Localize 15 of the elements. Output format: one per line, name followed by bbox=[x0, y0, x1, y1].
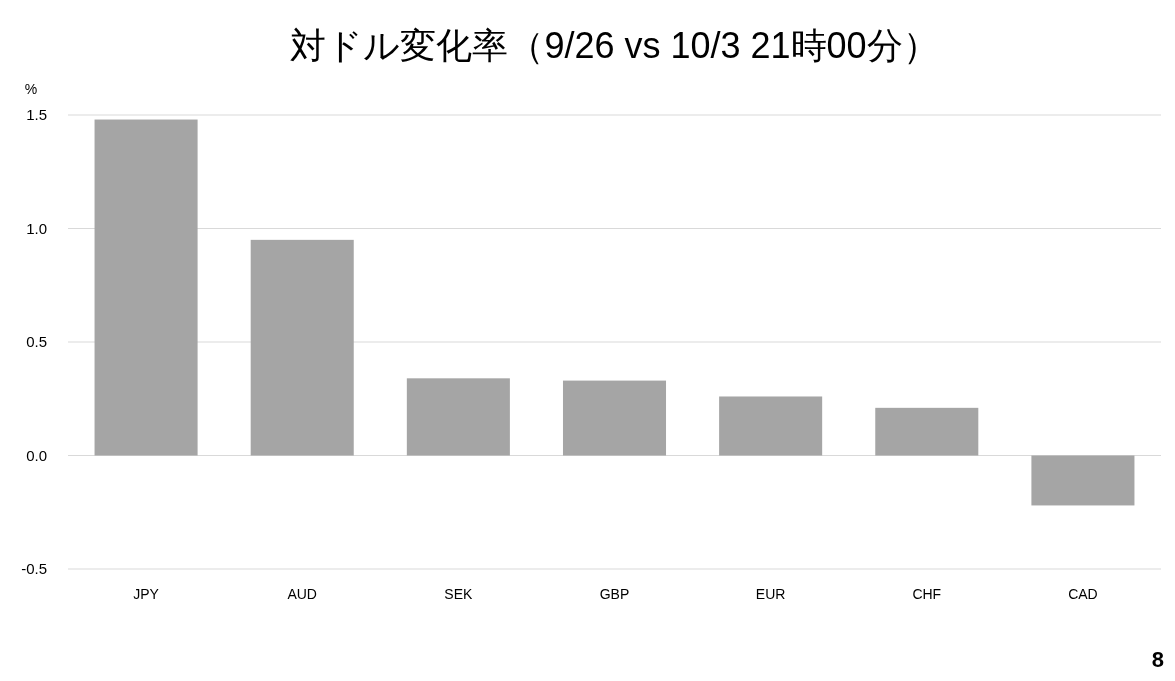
xtick: GBP bbox=[599, 586, 630, 602]
ylabel: % bbox=[24, 81, 38, 97]
title: 対ドル変化率（9/26 vs 10/3 21時00分） bbox=[290, 25, 939, 66]
xtick: CAD bbox=[1068, 586, 1098, 602]
xtick: AUD bbox=[287, 586, 317, 602]
xtick: CHF bbox=[912, 586, 942, 602]
annotation: 8 bbox=[1151, 647, 1164, 672]
ytick: 0.5 bbox=[26, 333, 47, 350]
xtick: JPY bbox=[133, 586, 159, 602]
ytick: 0.0 bbox=[26, 446, 47, 464]
ytick: -0.5 bbox=[21, 560, 47, 577]
xtick: SEK bbox=[444, 586, 473, 602]
ytick: 1.5 bbox=[26, 106, 47, 123]
ytick: 1.0 bbox=[26, 219, 47, 237]
xtick: EUR bbox=[755, 586, 786, 602]
